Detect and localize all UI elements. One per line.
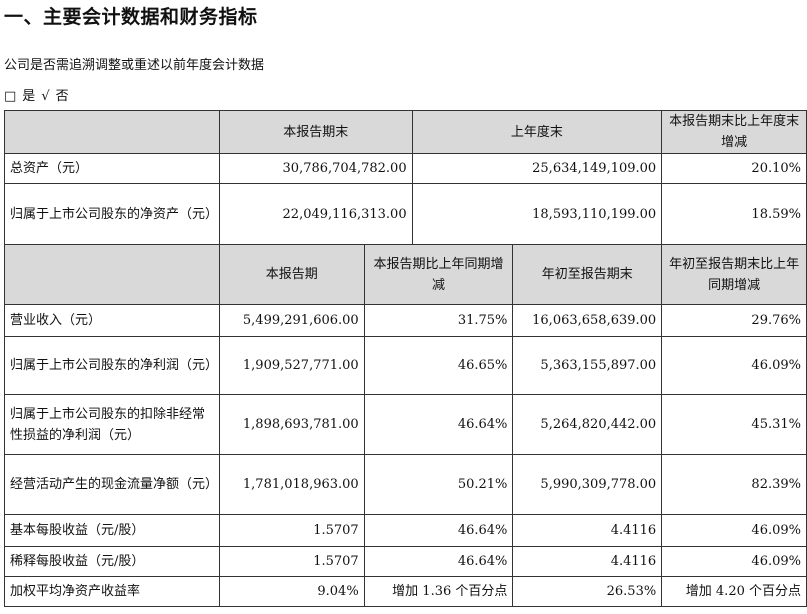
answer-no-label: 否: [55, 89, 69, 104]
table-row: 经营活动产生的现金流量净额（元） 1,781,018,963.00 50.21%…: [4, 454, 807, 515]
table-cell: 1.5707: [218, 546, 365, 577]
row-label: 归属于上市公司股东的净利润（元）: [4, 336, 220, 395]
column-header: 本报告期比上年同期增减: [363, 244, 514, 305]
table-cell: 增加 1.36 个百分点: [363, 576, 514, 607]
table-cell: 46.64%: [363, 394, 514, 455]
table-cell: 18,593,110,199.00: [411, 183, 663, 245]
header-blank-cell: [4, 244, 220, 305]
income-header-row: 本报告期 本报告期比上年同期增减 年初至报告期末 年初至报告期末比上年同期增减: [4, 244, 807, 305]
restatement-question: 公司是否需追溯调整或重述以前年度会计数据: [4, 58, 265, 73]
table-cell: 46.64%: [363, 514, 514, 547]
table-row: 基本每股收益（元/股） 1.5707 46.64% 4.4116 46.09%: [4, 514, 807, 547]
table-cell: 45.31%: [661, 394, 807, 455]
table-cell: 82.39%: [661, 454, 807, 515]
table-cell: 5,499,291,606.00: [218, 304, 365, 337]
table-cell: 4.4116: [512, 514, 663, 547]
table-cell: 30,786,704,782.00: [218, 153, 413, 184]
table-cell: 16,063,658,639.00: [512, 304, 663, 337]
restatement-answer: □ 是 √ 否: [4, 85, 75, 104]
row-label: 稀释每股收益（元/股）: [4, 546, 220, 577]
table-cell: 22,049,116,313.00: [218, 183, 413, 245]
table-row: 归属于上市公司股东的净资产（元） 22,049,116,313.00 18,59…: [4, 183, 807, 245]
table-cell: 1,909,527,771.00: [218, 336, 365, 395]
table-cell: 增加 4.20 个百分点: [661, 576, 807, 607]
table-row: 营业收入（元） 5,499,291,606.00 31.75% 16,063,6…: [4, 304, 807, 337]
checkbox-empty-icon: □: [4, 89, 17, 104]
table-cell: 46.64%: [363, 546, 514, 577]
table-row: 归属于上市公司股东的净利润（元） 1,909,527,771.00 46.65%…: [4, 336, 807, 395]
table-cell: 5,990,309,778.00: [512, 454, 663, 515]
table-cell: 5,363,155,897.00: [512, 336, 663, 395]
checkmark-icon: √: [41, 89, 50, 104]
table-cell: 1.5707: [218, 514, 365, 547]
row-label: 营业收入（元）: [4, 304, 220, 337]
row-label: 总资产（元）: [4, 153, 220, 184]
header-blank-cell: [4, 110, 220, 154]
table-cell: 46.09%: [661, 514, 807, 547]
table-cell: 25,634,149,109.00: [411, 153, 663, 184]
table-cell: 29.76%: [661, 304, 807, 337]
table-cell: 1,781,018,963.00: [218, 454, 365, 515]
column-header: 年初至报告期末比上年同期增减: [661, 244, 807, 305]
row-label: 基本每股收益（元/股）: [4, 514, 220, 547]
answer-yes-label: 是: [22, 89, 36, 104]
column-header: 上年度末: [411, 110, 663, 154]
table-cell: 46.09%: [661, 546, 807, 577]
table-cell: 4.4116: [512, 546, 663, 577]
table-cell: 18.59%: [661, 183, 807, 245]
column-header: 本报告期末: [218, 110, 413, 154]
balance-header-row: 本报告期末 上年度末 本报告期末比上年度末增减: [4, 110, 807, 154]
table-cell: 20.10%: [661, 153, 807, 184]
table-cell: 31.75%: [363, 304, 514, 337]
row-label: 归属于上市公司股东的扣除非经常性损益的净利润（元）: [4, 394, 220, 455]
row-label: 加权平均净资产收益率: [4, 576, 220, 607]
column-header: 本报告期: [218, 244, 365, 305]
table-cell: 46.09%: [661, 336, 807, 395]
table-row: 加权平均净资产收益率 9.04% 增加 1.36 个百分点 26.53% 增加 …: [4, 576, 807, 607]
table-row: 稀释每股收益（元/股） 1.5707 46.64% 4.4116 46.09%: [4, 546, 807, 577]
table-cell: 46.65%: [363, 336, 514, 395]
row-label: 经营活动产生的现金流量净额（元）: [4, 454, 220, 515]
table-cell: 5,264,820,442.00: [512, 394, 663, 455]
section-heading: 一、主要会计数据和财务指标: [4, 6, 258, 28]
table-cell: 9.04%: [218, 576, 365, 607]
financial-data-table: 本报告期末 上年度末 本报告期末比上年度末增减 总资产（元） 30,786,70…: [4, 110, 807, 607]
table-row: 总资产（元） 30,786,704,782.00 25,634,149,109.…: [4, 153, 807, 184]
row-label: 归属于上市公司股东的净资产（元）: [4, 183, 220, 245]
table-cell: 26.53%: [512, 576, 663, 607]
column-header: 本报告期末比上年度末增减: [661, 110, 807, 154]
table-cell: 50.21%: [363, 454, 514, 515]
column-header: 年初至报告期末: [512, 244, 663, 305]
table-row: 归属于上市公司股东的扣除非经常性损益的净利润（元） 1,898,693,781.…: [4, 394, 807, 455]
table-cell: 1,898,693,781.00: [218, 394, 365, 455]
